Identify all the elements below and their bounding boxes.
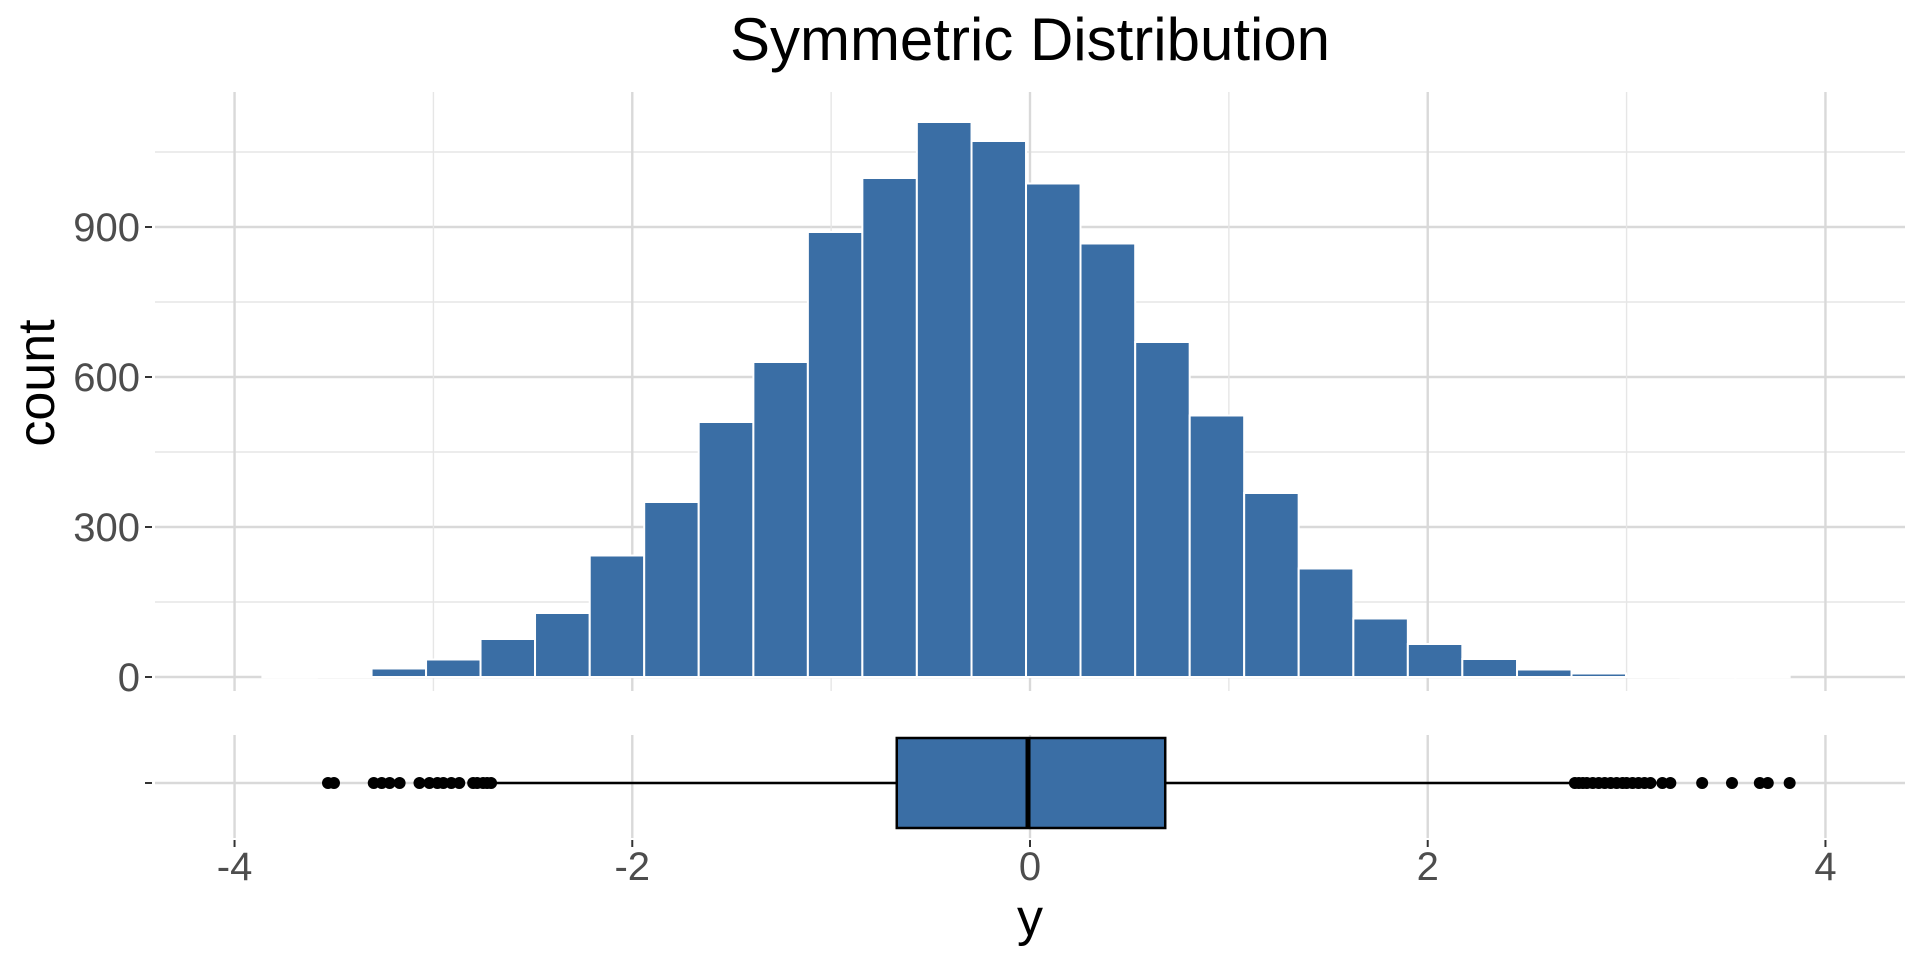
histogram-bar: [534, 612, 591, 678]
histogram-bar: [425, 658, 482, 678]
histogram-bar: [1461, 658, 1519, 678]
histogram-bar: [588, 554, 646, 678]
histogram-bar: [1025, 182, 1082, 678]
x-tick-label: -2: [614, 845, 650, 889]
x-axis-ticks: -4 -2 0 2 4: [217, 840, 1837, 889]
histogram-panel: 0 300 600 900: [73, 92, 1905, 700]
x-tick-label: 0: [1019, 845, 1041, 889]
chart-title: Symmetric Distribution: [730, 6, 1330, 73]
x-tick-label: 4: [1814, 845, 1836, 889]
histogram-bar: [1624, 675, 1682, 678]
y-tick-label: 0: [118, 656, 140, 700]
histogram-bar: [479, 638, 537, 678]
boxplot-box: [895, 736, 1167, 830]
histogram-bar: [1134, 341, 1191, 678]
histogram-bar: [915, 121, 973, 678]
histogram-bars: [261, 121, 1791, 679]
y-tick-label: 300: [73, 506, 140, 550]
boxplot: [322, 736, 1796, 830]
y-tick-label: 900: [73, 206, 140, 250]
y-tick-label: 600: [73, 356, 140, 400]
x-tick-label: -4: [217, 845, 253, 889]
boxplot-outlier: [453, 777, 466, 789]
y-axis-ticks: 0 300 600 900: [73, 206, 152, 700]
histogram-bar: [1079, 242, 1137, 678]
boxplot-outlier: [413, 777, 426, 789]
boxplot-outlier: [1664, 777, 1677, 789]
boxplot-panel: [145, 735, 1905, 838]
boxplot-outlier: [383, 777, 396, 789]
histogram-bar: [1406, 643, 1464, 678]
histogram-bar: [1570, 672, 1627, 678]
histogram-bar: [1516, 668, 1573, 678]
histogram-bar: [261, 675, 318, 679]
boxplot-outlier: [1761, 777, 1774, 789]
boxplot-outlier: [1644, 777, 1657, 789]
histogram-bar: [970, 140, 1028, 678]
x-tick-label: 2: [1417, 845, 1439, 889]
histogram-bar: [1679, 675, 1737, 679]
boxplot-outlier: [327, 777, 340, 789]
boxplot-outlier: [1696, 777, 1709, 789]
boxplot-outlier: [393, 777, 406, 789]
boxplot-outlier: [1725, 777, 1738, 789]
histogram-bar: [1243, 492, 1300, 678]
histogram-bar: [697, 421, 755, 678]
histogram-bar: [752, 361, 809, 678]
histogram-bar: [1352, 617, 1409, 678]
histogram-bar: [370, 667, 428, 678]
histogram-bar: [315, 674, 373, 678]
histogram-bar: [861, 177, 918, 678]
histogram-bar: [1188, 414, 1246, 678]
histogram-bar: [1734, 675, 1791, 679]
histogram-bar: [643, 501, 700, 678]
histogram-bar: [1297, 567, 1355, 678]
x-axis-label: y: [1017, 889, 1043, 947]
boxplot-outlier: [1783, 777, 1796, 789]
histogram-bar: [806, 231, 864, 678]
y-axis-label: count: [8, 319, 66, 447]
boxplot-outlier: [485, 777, 498, 789]
